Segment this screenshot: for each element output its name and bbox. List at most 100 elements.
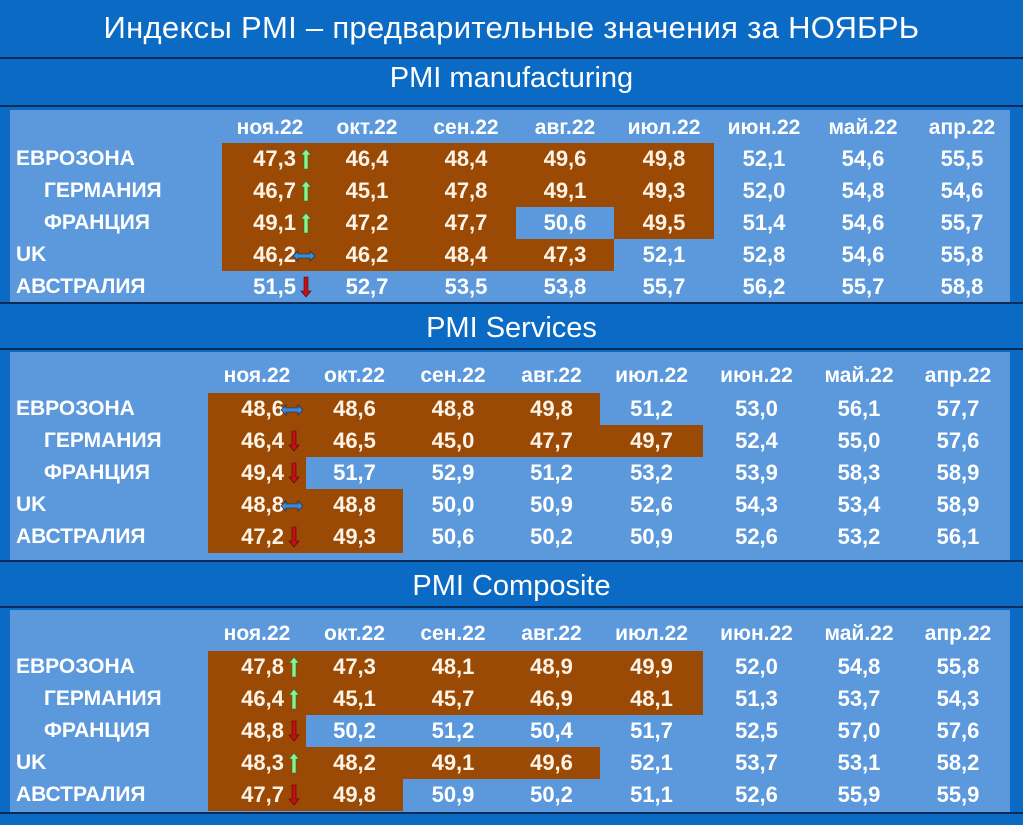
table-row: ГЕРМАНИЯ 46,7 45,1 47,8 49,1 49,3 52,0 54,8 54,6 [10,175,1010,207]
column-header: май.22 [828,116,898,139]
value-cell: 58,3 [837,460,881,485]
value-cell: 46,5 [333,428,376,453]
value-cell: 48,8 [241,718,284,743]
arrow-down-icon [288,462,300,484]
value-cell: 54,6 [841,210,885,235]
table-header: ноя.22 окт.22 сен.22 авг.22 июл.22 июн.22 май.… [10,112,1010,144]
value-cell: 52,5 [735,718,778,743]
row-label: ЕВРОЗОНА [16,655,135,678]
below-50-highlight [208,521,306,553]
value-cell: 47,3 [333,654,376,679]
table-row: UK 48,8 48,8 50,0 50,9 52,6 54,3 53,4 58,9 [10,489,1010,521]
value-cell: 56,1 [837,396,881,421]
arrow-left-right-icon [292,249,316,262]
value-cell: 54,6 [940,178,984,203]
value-cell: 55,8 [940,242,984,267]
value-cell: 47,3 [543,242,587,267]
table-row: UK 46,2 46,2 48,4 47,3 52,1 52,8 54,6 55,8 [10,239,1010,271]
value-cell: 49,5 [642,210,686,235]
below-50-highlight [208,457,306,489]
table-row: АВСТРАЛИЯ 51,5 52,7 53,5 53,8 55,7 56,2 55,7 58,… [10,271,1010,303]
value-cell: 55,7 [642,274,686,299]
row-label: ГЕРМАНИЯ [44,179,162,202]
value-cell: 57,6 [936,718,980,743]
value-cell: 48,6 [241,396,284,421]
below-50-highlight [516,239,614,271]
value-cell: 52,1 [630,750,673,775]
below-50-highlight [416,239,516,271]
below-50-highlight [306,393,403,425]
value-cell: 47,8 [241,654,284,679]
below-50-highlight [403,683,503,715]
value-cell: 55,0 [837,428,881,453]
section-title: PMI manufacturing [389,62,634,94]
value-cell: 52,0 [742,178,786,203]
row-label: АВСТРАЛИЯ [16,783,146,806]
column-header: апр.22 [928,116,996,139]
value-cell: 49,1 [253,210,296,235]
arrow-up-icon [288,688,300,710]
table-row: АВСТРАЛИЯ 47,2 49,3 50,6 50,2 50,9 52,6 53,2 56,… [10,521,1010,553]
value-cell: 51,5 [253,274,296,299]
column-header: авг.22 [521,622,582,645]
row-label: UK [16,493,47,516]
value-cell: 47,8 [444,178,488,203]
table-panel: ноя.22 окт.22 сен.22 авг.22 июл.22 июн.22 май.… [10,610,1010,812]
value-cell: 54,3 [735,492,778,517]
value-cell: 52,8 [742,242,786,267]
table-row: ФРАНЦИЯ 48,8 50,2 51,2 50,4 51,7 52,5 57,0 57,6 [10,715,1010,747]
arrow-down-icon [300,276,312,298]
row-label: ГЕРМАНИЯ [44,429,162,452]
table-row: АВСТРАЛИЯ 47,7 49,8 50,9 50,2 51,1 52,6 55,9 55,… [10,779,1010,811]
column-header: июн.22 [727,116,801,139]
value-cell: 51,2 [630,396,673,421]
below-50-highlight [306,489,403,521]
value-cell: 52,6 [735,782,778,807]
arrow-down-icon [288,784,300,806]
value-cell: 55,8 [936,654,980,679]
value-cell: 47,7 [530,428,573,453]
arrow-up-icon [300,212,312,234]
arrow-up-icon [288,752,300,774]
value-cell: 58,9 [936,492,980,517]
value-cell: 47,3 [253,146,296,171]
value-cell: 49,8 [530,396,573,421]
value-cell: 50,6 [543,210,587,235]
row-label: АВСТРАЛИЯ [16,525,146,548]
value-cell: 48,6 [333,396,376,421]
column-header: ноя.22 [223,364,291,387]
row-label: ФРАНЦИЯ [44,211,150,234]
column-header: апр.22 [924,364,992,387]
column-header: июл.22 [615,364,688,387]
below-50-highlight [403,747,503,779]
below-50-highlight [208,425,306,457]
column-header: окт.22 [336,116,398,139]
table-panel: ноя.22 окт.22 сен.22 авг.22 июл.22 июн.22 май.… [10,110,1010,302]
value-cell: 55,9 [837,782,881,807]
value-cell: 51,7 [333,460,376,485]
value-cell: 52,1 [642,242,686,267]
column-header: авг.22 [534,116,596,139]
below-50-highlight [208,683,306,715]
value-cell: 50,2 [333,718,376,743]
value-cell: 45,1 [333,686,376,711]
table-header: ноя.22 окт.22 сен.22 авг.22 июл.22 июн.22 май.… [10,360,1010,392]
value-cell: 46,4 [241,428,284,453]
value-cell: 58,2 [936,750,980,775]
arrow-down-icon [288,430,300,452]
divider [0,606,1023,608]
value-cell: 50,2 [530,782,573,807]
column-header: авг.22 [521,364,582,387]
value-cell: 51,2 [431,718,475,743]
value-cell: 51,4 [742,210,786,235]
column-header: ноя.22 [236,116,304,139]
divider [0,57,1023,59]
value-cell: 52,7 [345,274,389,299]
below-50-highlight [222,207,318,239]
value-cell: 50,4 [530,718,573,743]
arrow-left-right-icon [280,499,304,512]
value-cell: 47,7 [241,782,284,807]
value-cell: 52,4 [735,428,778,453]
value-cell: 58,8 [940,274,984,299]
value-cell: 45,1 [345,178,389,203]
